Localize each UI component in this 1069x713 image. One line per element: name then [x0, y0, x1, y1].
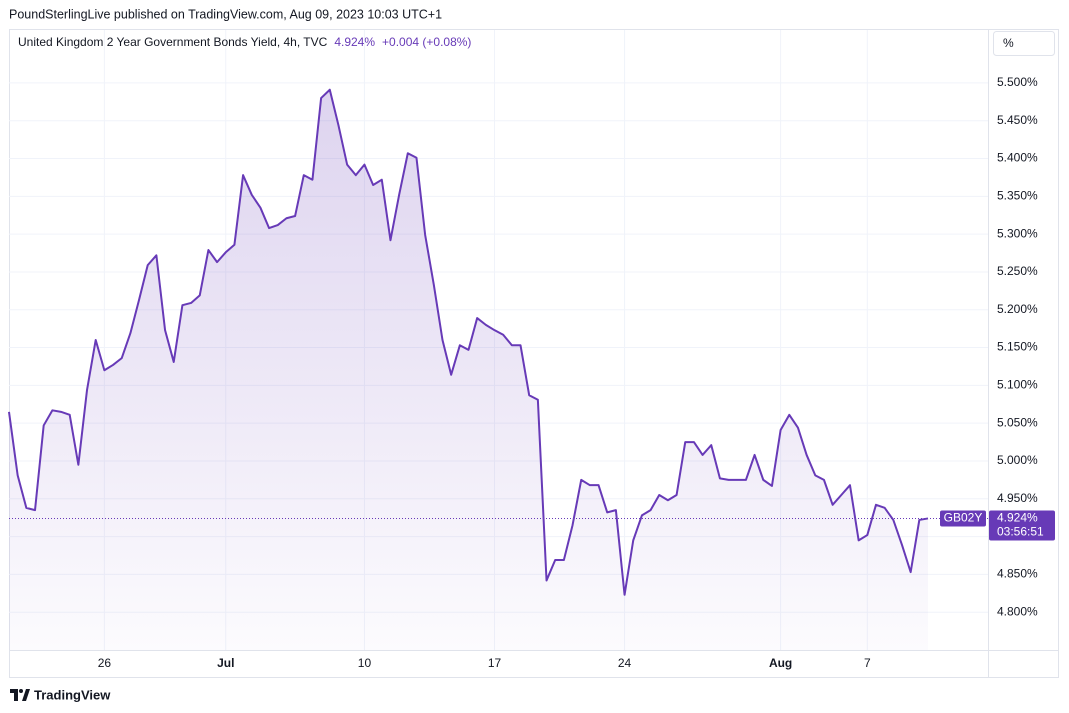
logo-mark	[10, 689, 18, 701]
y-tick-label: 5.400%	[997, 151, 1038, 165]
price-tag	[989, 510, 1055, 541]
frame	[9, 29, 1059, 678]
legend-title: United Kingdom 2 Year Government Bonds Y…	[18, 35, 328, 49]
y-tick-label: 5.200%	[997, 302, 1038, 316]
footer-brand: TradingView	[34, 687, 111, 702]
x-tick-label: 7	[864, 656, 871, 670]
legend: United Kingdom 2 Year Government Bonds Y…	[18, 35, 471, 49]
logo-slash	[22, 689, 30, 701]
y-tick-label: 5.450%	[997, 113, 1038, 127]
x-tick-label: 10	[358, 656, 372, 670]
y-tick-label: 5.100%	[997, 378, 1038, 392]
y-tick-label: 5.250%	[997, 264, 1038, 278]
x-tick-label: Aug	[769, 656, 792, 670]
price-tag-value: 4.924%	[997, 511, 1038, 525]
price-tag-countdown: 03:56:51	[997, 525, 1044, 539]
area-fill	[9, 89, 928, 651]
legend-change: +0.004 (+0.08%)	[382, 35, 471, 49]
x-tick-label: 24	[618, 656, 632, 670]
unit-button-label[interactable]: %	[1003, 36, 1014, 50]
x-tick-label: 17	[488, 656, 502, 670]
y-tick-label: 4.800%	[997, 604, 1038, 618]
x-tick-label: 26	[98, 656, 112, 670]
y-tick-label: 5.050%	[997, 415, 1038, 429]
tradingview-logo: TradingView	[10, 687, 111, 702]
publisher-header: PoundSterlingLive published on TradingVi…	[9, 7, 442, 21]
logo-dot	[19, 689, 23, 693]
y-tick-label: 5.350%	[997, 189, 1038, 203]
price-line	[8, 88, 929, 596]
plot	[8, 88, 988, 651]
y-tick-label: 5.300%	[997, 226, 1038, 240]
unit-button[interactable]	[993, 31, 1055, 56]
y-tick-label: 4.850%	[997, 567, 1038, 581]
y-tick-label: 5.150%	[997, 340, 1038, 354]
y-tick-label: 5.500%	[997, 75, 1038, 89]
y-tick-label: 5.000%	[997, 453, 1038, 467]
symbol-tag	[940, 510, 986, 527]
y-tick-label: 4.950%	[997, 491, 1038, 505]
legend-value: 4.924%	[334, 35, 375, 49]
symbol-tag-label: GB02Y	[944, 511, 983, 525]
x-tick-label: Jul	[217, 656, 234, 670]
